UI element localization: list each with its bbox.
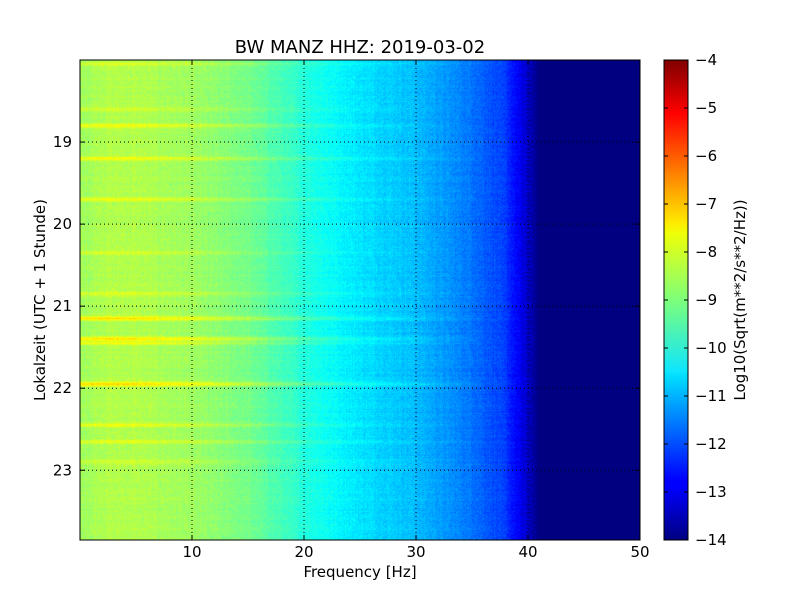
colorbar-tick-label: −12 [695,435,727,453]
grid-lines [80,60,640,540]
x-axis-label: Frequency [Hz] [303,563,416,581]
x-tick-label: 50 [630,543,649,561]
colorbar-tick-label: −14 [695,531,727,549]
colorbar-tick-label: −6 [695,147,717,165]
y-tick-label: 22 [53,379,72,397]
plot-frame [79,59,641,541]
x-tick-label: 20 [294,543,313,561]
chart-title: BW MANZ HHZ: 2019-03-02 [235,37,485,58]
y-tick-label: 19 [53,133,72,151]
x-tick-label: 10 [182,543,201,561]
colorbar-tick-label: −5 [695,99,717,117]
y-tick-label: 20 [53,215,72,233]
y-axis-label: Lokalzeit (UTC + 1 Stunde) [31,199,49,401]
colorbar-tick-label: −8 [695,243,717,261]
colorbar-tick-label: −11 [695,387,727,405]
colorbar-tick-label: −13 [695,483,727,501]
x-tick-label: 40 [518,543,537,561]
colorbar-tick-label: −10 [695,339,727,357]
colorbar-tick-label: −4 [695,51,717,69]
colorbar-tick-label: −9 [695,291,717,309]
x-tick-label: 30 [406,543,425,561]
colorbar-tick-label: −7 [695,195,717,213]
colorbar-label: Log10(Sqrt(m**2/s**2/Hz)) [731,199,749,400]
spectrogram-heatmap [80,60,640,540]
colorbar-ticks: −4 −5 −6 −7 −8 −9 −10 −11 −12 −13 −14 [664,51,727,549]
axis-ticks: 10 20 30 40 50 19 20 21 22 23 [53,60,650,561]
y-tick-label: 21 [53,297,72,315]
y-tick-label: 23 [53,461,72,479]
